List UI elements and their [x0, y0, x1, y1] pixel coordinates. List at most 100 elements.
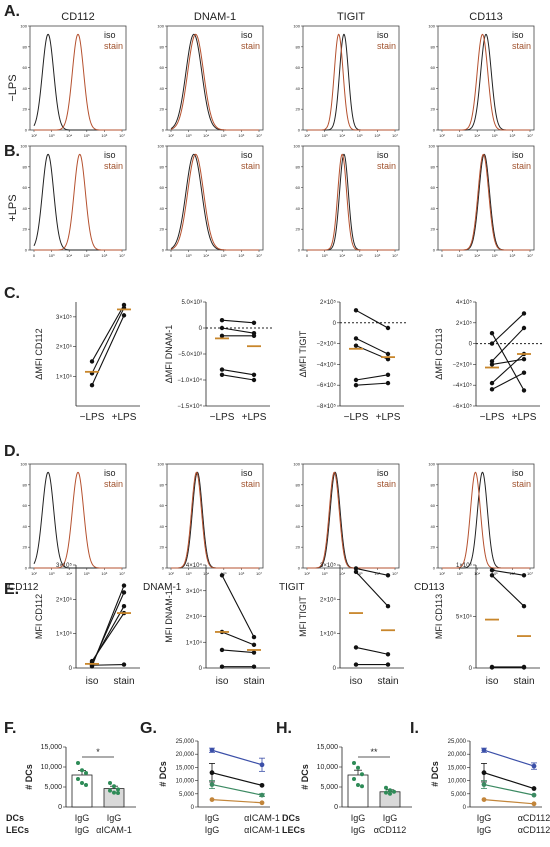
legend-stain-A-cd113: stain	[512, 41, 531, 51]
hist-title-A-cd112: CD112	[61, 11, 94, 23]
series-point-G	[209, 797, 215, 803]
pair-point-C-3	[489, 341, 495, 346]
ytick-label-E-0: 1×10⁵	[56, 631, 73, 638]
row-label-dcs-F: DCs	[6, 813, 24, 823]
hist-xtick-label-B-dnam-1: 10³	[186, 253, 192, 258]
hist-ytick-label-D-cd112: 20	[23, 545, 28, 550]
hist-ytick-label-A-dnam-1: 100	[157, 24, 164, 29]
hist-xlabel-D-cd112: CD112	[8, 582, 39, 593]
pair-line-C-2	[355, 337, 389, 355]
ytick-label-H: 5,000	[320, 784, 338, 791]
x-label-E-1: stain	[243, 676, 264, 687]
hist-xtick-label-B-dnam-1: 10⁴	[203, 253, 209, 258]
hist-ytick-label-B-tigit: 0	[298, 248, 301, 253]
pair-point-E-1	[251, 664, 257, 669]
pair-point-E-0	[121, 662, 127, 667]
ytick-label-E-1: 0	[199, 666, 203, 672]
hist-ytick-label-B-dnam-1: 100	[157, 144, 164, 149]
hist-xtick-label-D-cd113: 10⁷	[527, 571, 533, 576]
panel-letter-B: B.	[4, 143, 20, 160]
hist-xtick-label-A-cd112: 10²	[31, 133, 37, 138]
pair-point-E-2	[353, 569, 359, 575]
ytick-label-C-0: 2×10⁵	[56, 344, 73, 351]
x-label-C-0: −LPS	[80, 412, 105, 423]
hist-xtick-label-B-cd113: 10⁴	[474, 253, 480, 258]
hist-xtick-label-A-cd113: 10⁵	[492, 133, 498, 138]
hist-ytick-label-B-dnam-1: 20	[160, 227, 165, 232]
pair-point-C-1	[251, 333, 257, 338]
hist-ytick-label-D-cd113: 40	[431, 524, 436, 529]
pair-point-C-2	[385, 372, 391, 377]
hist-ytick-label-A-cd113: 0	[433, 128, 436, 133]
pair-line-C-3	[491, 358, 525, 365]
y-label-F: # DCs	[24, 764, 34, 790]
hist-ytick-label-D-cd113: 80	[431, 482, 436, 487]
series-line-I	[483, 783, 535, 796]
series-point-G	[209, 747, 215, 753]
series-point-G	[259, 800, 265, 806]
hist-title-A-tigit: TIGIT	[337, 11, 365, 23]
data-point-F	[116, 787, 120, 792]
ytick-label-E-2: 0	[333, 666, 337, 672]
hist-ytick-label-B-tigit: 20	[296, 227, 301, 232]
series-point-G	[209, 782, 215, 787]
x-label-C-3: +LPS	[512, 412, 537, 423]
ytick-label-F: 15,000	[41, 744, 63, 751]
row-label-lecs-H: LECs	[282, 825, 305, 835]
ytick-label-C-1: 5.0×10³	[181, 300, 202, 306]
y-label-C-0: ΔMFI CD112	[34, 328, 44, 379]
ytick-label-I: 15,000	[448, 765, 467, 771]
panel-letter-C: C.	[4, 285, 20, 302]
row-label-dcs-H: DCs	[282, 813, 300, 823]
hist-xtick-label-B-tigit: 10⁴	[339, 253, 345, 258]
hist-xlabel-D-tigit: TIGIT	[279, 582, 305, 593]
panel-letter-E: E.	[4, 581, 19, 598]
pair-point-C-0	[121, 302, 127, 308]
hist-frame-B-dnam-1	[166, 145, 264, 251]
hist-ytick-label-D-dnam-1: 0	[162, 566, 165, 571]
pair-point-C-3	[521, 311, 527, 316]
hist-ytick-label-B-cd112: 60	[23, 185, 28, 190]
hist-ytick-label-A-cd112: 100	[20, 24, 27, 29]
data-point-F	[80, 768, 84, 773]
hist-ytick-label-A-tigit: 20	[296, 107, 301, 112]
hist-ytick-label-A-tigit: 60	[296, 65, 301, 70]
hist-xtick-label-D-cd112: 10²	[31, 571, 37, 576]
hist-ytick-label-A-tigit: 80	[296, 44, 301, 49]
hist-ytick-label-B-tigit: 100	[293, 144, 300, 149]
hist-xtick-label-B-tigit: 10⁶	[374, 253, 380, 258]
ytick-label-G: 0	[191, 805, 195, 811]
panel-letter-G: G.	[140, 720, 157, 737]
ytick-label-I: 5,000	[451, 792, 467, 798]
ytick-label-G: 15,000	[176, 765, 195, 771]
hist-xtick-label-A-dnam-1: 10²	[168, 133, 174, 138]
hist-ytick-label-A-tigit: 40	[296, 86, 301, 91]
hist-ytick-label-B-cd112: 0	[25, 248, 28, 253]
hist-ytick-label-A-dnam-1: 0	[162, 128, 165, 133]
series-line-G	[211, 783, 263, 796]
data-point-F	[76, 761, 80, 765]
hist-ytick-label-D-dnam-1: 20	[160, 545, 165, 550]
pair-point-C-1	[219, 325, 225, 331]
legend-iso-D-tigit: iso	[377, 468, 389, 478]
ytick-label-F: 0	[58, 804, 62, 811]
hist-xtick-label-B-dnam-1: 10⁵	[221, 253, 227, 258]
hist-ytick-label-D-cd113: 100	[428, 462, 435, 467]
pair-point-E-0	[121, 604, 127, 609]
hist-ytick-label-B-cd113: 60	[431, 185, 436, 190]
y-label-I: # DCs	[430, 761, 440, 787]
pair-point-E-2	[353, 645, 359, 650]
stain-curve-D-cd112	[34, 471, 122, 569]
hist-ytick-label-D-dnam-1: 40	[160, 524, 165, 529]
hist-ytick-label-B-cd113: 20	[431, 227, 436, 232]
pair-point-E-1	[219, 573, 225, 578]
pair-point-C-1	[219, 367, 225, 372]
panel-letter-F: F.	[4, 720, 16, 737]
ytick-label-C-1: −1.0×10⁴	[177, 377, 202, 384]
dcs-label-F: IgG	[107, 813, 122, 823]
hist-xtick-label-B-cd113: 10⁶	[509, 253, 515, 258]
hist-xtick-label-A-cd113: 10²	[439, 133, 445, 138]
series-point-I	[531, 792, 537, 798]
hist-xtick-label-A-cd112: 10⁴	[66, 133, 72, 138]
